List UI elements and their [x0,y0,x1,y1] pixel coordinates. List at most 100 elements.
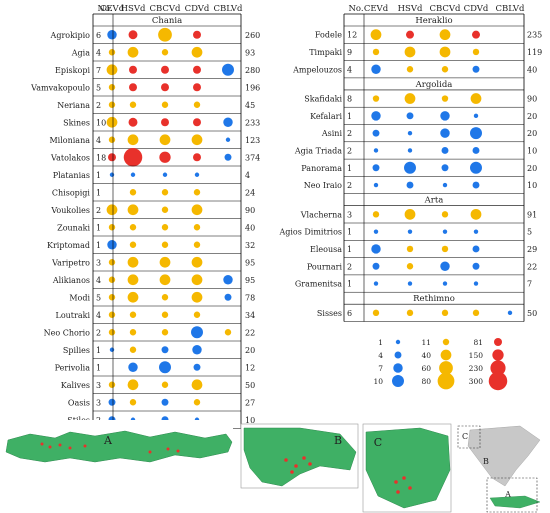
header-cdvd: CDVd [464,4,489,14]
site-name: Agia [71,48,90,57]
abundance-dot [161,311,169,318]
abundance-dot [223,117,233,127]
abundance-dot [193,399,201,406]
abundance-dot [372,211,380,218]
abundance-dot [127,46,139,58]
abundance-dot [224,329,232,336]
abundance-dot [129,241,137,248]
site-name: Gramenitsa [295,280,342,289]
site-name: Panorama [301,164,342,173]
abundance-dot [129,346,137,353]
overview-label-b: B [483,457,489,466]
abundance-dot [472,146,480,154]
site-name: Perivolia [55,363,91,372]
abundance-dot [406,112,414,120]
abundance-dot [441,66,449,73]
site-name: Agrokipio [50,31,91,40]
site-total: 93 [245,48,255,57]
site-total: 40 [527,65,537,74]
site-total: 374 [245,153,260,162]
legend-label: 230 [469,364,484,373]
map-label-c: C [374,436,382,449]
abundance-dot [225,137,231,142]
abundance-dot [406,66,414,73]
abundance-dot [470,208,482,220]
site-count: 4 [96,48,101,57]
site-total: 233 [245,118,260,127]
region-argolida: Argolida [415,80,453,90]
site-count: 1 [96,346,101,355]
abundance-dot [472,181,480,189]
site-count: 1 [96,363,101,372]
abundance-dot [161,65,169,74]
site-count: 2 [347,262,352,271]
region-heraklio: Heraklio [415,16,452,26]
abundance-dot [371,64,381,74]
abundance-dot [440,128,450,138]
abundance-dot [108,276,116,283]
site-name: Voukolies [50,206,90,215]
abundance-dot [193,30,201,39]
map-label-a: A [103,434,113,447]
abundance-dot [159,361,171,374]
site-name: Skafidaki [304,95,342,104]
abundance-dot [161,329,169,336]
abundance-dot [128,362,138,372]
abundance-dot [108,311,116,318]
site-total: 95 [245,276,255,285]
abundance-dot [161,398,169,406]
abundance-dot [161,206,169,213]
abundance-dot [127,379,139,391]
abundance-dot [193,83,201,92]
region-arta: Arta [424,196,444,206]
abundance-dot [127,134,139,146]
abundance-dot [404,46,416,58]
site-count: 8 [347,95,352,104]
legend-label: 40 [421,351,431,360]
abundance-dot [373,229,379,234]
site-name: Vatolakos [50,153,90,162]
legend-dot [437,372,455,390]
site-name: Eleousa [310,245,342,254]
legend-dot [393,363,403,373]
site-name: Platanias [53,171,90,180]
abundance-dot [129,101,137,108]
site-name: Kalives [61,381,90,390]
site-name: Sisses [317,309,342,318]
abundance-dot [108,101,116,108]
abundance-dot [193,363,201,371]
region-chania: Chania [152,16,182,26]
legend-dot [394,351,402,359]
sample-site-dot [394,480,398,484]
abundance-dot [191,274,203,286]
abundance-dot [129,311,137,318]
site-total: 10 [527,181,537,190]
legend-label: 80 [421,377,431,386]
sample-site-dot [176,449,180,453]
abundance-dot [161,224,169,231]
abundance-dot [370,29,382,41]
abundance-dot [129,329,137,336]
abundance-dot [440,111,450,121]
site-total: 10 [245,416,255,425]
abundance-dot [108,398,116,406]
abundance-dot [162,172,168,177]
abundance-dot [161,346,169,354]
abundance-dot [109,347,115,352]
abundance-dot [159,274,171,286]
sample-site-dot [308,462,312,466]
abundance-dot [130,172,136,177]
site-total: 123 [245,136,260,145]
overview-label-c: C [462,432,468,441]
header-no: No. [97,4,112,14]
sample-site-dot [290,470,294,474]
site-name: Neo Iraio [304,181,342,190]
site-name: Vamvakopoulo [30,83,90,92]
header-no: No. [348,4,363,14]
site-name: Spilies [63,346,90,355]
site-count: 5 [96,293,101,302]
legend-dot [440,349,452,361]
arta-landmass [365,427,451,509]
site-count: 4 [96,311,101,320]
abundance-dot [223,275,233,285]
